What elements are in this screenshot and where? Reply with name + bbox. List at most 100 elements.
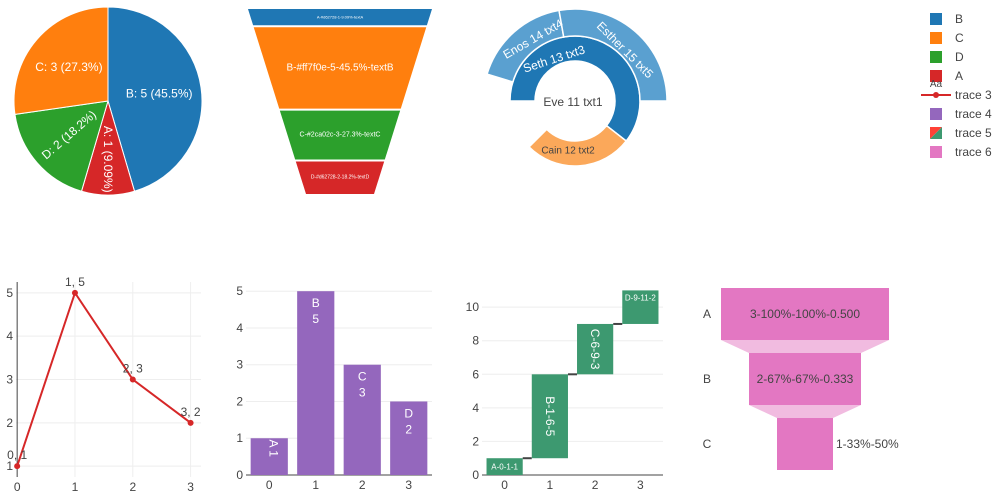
pie-chart: B: 5 (45.5%)A: 1 (9.09%)D: 2 (18.2%)C: 3… — [13, 6, 203, 196]
bar-label: C — [358, 370, 367, 384]
funnel-bar — [721, 288, 889, 340]
bar-chart: 0 1 2 3 4 5 A 1 0 B 5 1 C 3 2 D 2 3 — [236, 284, 432, 492]
waterfall-label: D-9-11-2 — [625, 293, 657, 302]
y-tick-label: 8 — [472, 334, 479, 348]
legend-label: B — [955, 12, 963, 26]
legend-label: trace 6 — [955, 145, 992, 159]
legend-swatch — [930, 70, 942, 82]
sunburst-sector-esther — [558, 8, 668, 102]
y-tick-label: 5 — [6, 286, 13, 300]
bar — [297, 291, 335, 475]
legend-label: A — [955, 69, 963, 83]
funnel-bar — [777, 418, 833, 470]
x-tick-label: 2 — [592, 478, 599, 492]
waterfall-bar — [486, 458, 523, 475]
funnelarea-stage-label: A-#d62728-1-9.09%-textA — [317, 15, 364, 20]
line-point-label: 1, 5 — [65, 275, 85, 289]
pie-slice-B — [107, 6, 203, 192]
legend-marker — [933, 92, 939, 98]
y-tick-label: 0 — [236, 468, 243, 482]
line-point-label: 3, 2 — [181, 405, 201, 419]
legend-label: D — [955, 50, 964, 64]
funnel-bar — [749, 353, 861, 405]
y-tick-label: 1 — [236, 431, 243, 445]
funnelarea-stage-label: C-#2ca02c-3-27.3%-textC — [300, 132, 381, 139]
legend-text-marker: Aa — [930, 79, 943, 90]
x-tick-label: 2 — [129, 480, 136, 494]
x-tick-label: 3 — [637, 478, 644, 492]
x-tick-label: 0 — [14, 480, 21, 494]
x-tick-label: 0 — [266, 478, 273, 492]
y-tick-label: 2 — [236, 394, 243, 408]
x-tick-label: 1 — [547, 478, 554, 492]
funnel-label: 2-67%-67%-0.333 — [757, 372, 854, 386]
funnelarea-chart: A-#d62728-1-9.09%-textA B-#ff7f0e-5-45.5%… — [248, 9, 432, 194]
bar-label: 2 — [405, 422, 412, 436]
pie-slice-C — [13, 6, 109, 115]
waterfall-label: B-1-6-5 — [543, 396, 557, 436]
legend-swatch — [930, 108, 942, 120]
x-tick-label: 3 — [405, 478, 412, 492]
y-tick-label: 2 — [472, 434, 479, 448]
y-tick-label: 10 — [466, 300, 480, 314]
y-tick-label: 4 — [6, 329, 13, 343]
line-point — [129, 376, 136, 383]
y-tick-label: 1 — [6, 459, 13, 473]
y-tick-label: 0 — [472, 468, 479, 482]
x-tick-label: 3 — [187, 480, 194, 494]
line-point-label: 0, 1 — [7, 448, 27, 462]
y-tick-label: 4 — [472, 401, 479, 415]
bar — [343, 364, 381, 475]
sunburst-sector-cain — [527, 124, 628, 167]
waterfall-label: C-6-9-3 — [588, 329, 602, 370]
bar-label: D — [404, 406, 413, 420]
x-tick-label: 0 — [501, 478, 508, 492]
pie-slice-D — [14, 100, 109, 192]
funnel-label: 3-100%-100%-0.500 — [750, 307, 860, 321]
legend-swatch — [930, 51, 942, 63]
funnelarea-stage-D — [295, 161, 385, 194]
funnelarea-stage-label: D-#d62728-2-18.2%-textD — [311, 175, 370, 181]
legend-swatch — [930, 127, 942, 139]
line-point — [14, 463, 21, 470]
y-tick-label: 3 — [236, 358, 243, 372]
bar-label: 5 — [312, 312, 319, 326]
funnelarea-stage-B — [253, 27, 427, 109]
funnel-chart: 3-100%-100%-0.500 A 2-67%-67%-0.333 B 1-33%-… — [703, 288, 899, 470]
waterfall-bar — [622, 290, 659, 324]
legend-swatch — [930, 146, 942, 158]
x-tick-label: 1 — [72, 480, 79, 494]
line-point — [187, 419, 194, 426]
legend-label: trace 4 — [955, 107, 992, 121]
bar — [390, 401, 428, 475]
legend-label: trace 5 — [955, 126, 992, 140]
y-tick-label: A — [703, 307, 711, 321]
y-tick-label: 3 — [6, 373, 13, 387]
pie-slice-label: B: 5 (45.5%) — [126, 87, 193, 101]
y-tick-label: 5 — [236, 284, 243, 298]
sunburst-sector-label: Cain 12 txt2 — [541, 146, 595, 157]
pie-slice-label: C: 3 (27.3%) — [35, 60, 102, 74]
waterfall-bar — [531, 374, 568, 459]
pie-slice-label: A: 1 (9.09%) — [101, 126, 115, 193]
y-tick-label: 6 — [472, 367, 479, 381]
bar-label: B — [312, 296, 320, 310]
line-point — [71, 289, 78, 296]
sunburst-root-label: Eve 11 txt1 — [543, 95, 602, 109]
funnelarea-stage-A — [248, 9, 432, 26]
waterfall-bar — [577, 323, 614, 375]
y-tick-label: B — [703, 372, 711, 386]
funnel-connector — [721, 340, 889, 353]
y-tick-label: 4 — [236, 321, 243, 335]
x-tick-label: 1 — [312, 478, 319, 492]
bar-label: A 1 — [266, 440, 280, 458]
y-tick-label: C — [703, 437, 712, 451]
line-series-trace-3 — [16, 290, 192, 467]
legend-label: trace 3 — [955, 88, 992, 102]
waterfall-label: A-0-1-1 — [491, 463, 518, 472]
funnel-connector — [749, 405, 861, 418]
